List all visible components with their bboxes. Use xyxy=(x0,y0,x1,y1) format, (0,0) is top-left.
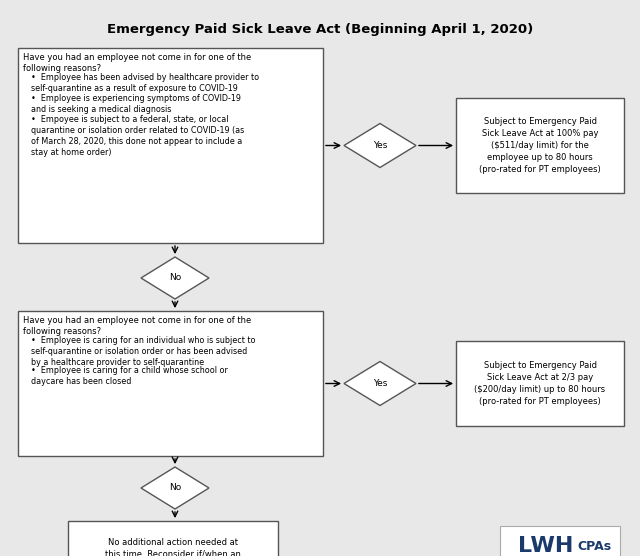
Text: No additional action needed at
this time. Reconsider if/when an
employee takes t: No additional action needed at this time… xyxy=(100,538,246,556)
Bar xyxy=(18,311,323,456)
Bar xyxy=(18,48,323,243)
Text: •  Employee is caring for a child whose school or
daycare has been closed: • Employee is caring for a child whose s… xyxy=(31,366,228,386)
Bar xyxy=(456,341,624,426)
Bar xyxy=(500,526,620,556)
Polygon shape xyxy=(141,467,209,509)
Text: Yes: Yes xyxy=(373,379,387,388)
Text: No: No xyxy=(169,274,181,282)
Text: CPAs: CPAs xyxy=(578,540,612,553)
Text: Emergency Paid Sick Leave Act (Beginning April 1, 2020): Emergency Paid Sick Leave Act (Beginning… xyxy=(107,23,533,37)
Text: Subject to Emergency Paid
Sick Leave Act at 2/3 pay
($200/day limit) up to 80 ho: Subject to Emergency Paid Sick Leave Act… xyxy=(474,361,605,406)
Text: Have you had an employee not come in for one of the
following reasons?: Have you had an employee not come in for… xyxy=(23,316,252,336)
Polygon shape xyxy=(344,123,416,167)
Text: Yes: Yes xyxy=(373,141,387,150)
Text: No: No xyxy=(169,484,181,493)
Text: LWH: LWH xyxy=(518,536,573,556)
Bar xyxy=(456,98,624,193)
Text: •  Employee has been advised by healthcare provider to
self-quarantine as a resu: • Employee has been advised by healthcar… xyxy=(31,73,259,93)
Text: Subject to Emergency Paid
Sick Leave Act at 100% pay
($511/day limit) for the
em: Subject to Emergency Paid Sick Leave Act… xyxy=(479,117,601,173)
Text: •  Empoyee is subject to a federal, state, or local
quarantine or isolation orde: • Empoyee is subject to a federal, state… xyxy=(31,115,244,157)
Text: •  Employee is caring for an individual who is subject to
self-quarantine or iso: • Employee is caring for an individual w… xyxy=(31,336,255,367)
Text: •  Employee is experiencing symptoms of COVID-19
and is seeking a medical diagno: • Employee is experiencing symptoms of C… xyxy=(31,94,241,114)
Polygon shape xyxy=(344,361,416,405)
Bar xyxy=(68,521,278,556)
Text: Have you had an employee not come in for one of the
following reasons?: Have you had an employee not come in for… xyxy=(23,53,252,73)
Polygon shape xyxy=(141,257,209,299)
